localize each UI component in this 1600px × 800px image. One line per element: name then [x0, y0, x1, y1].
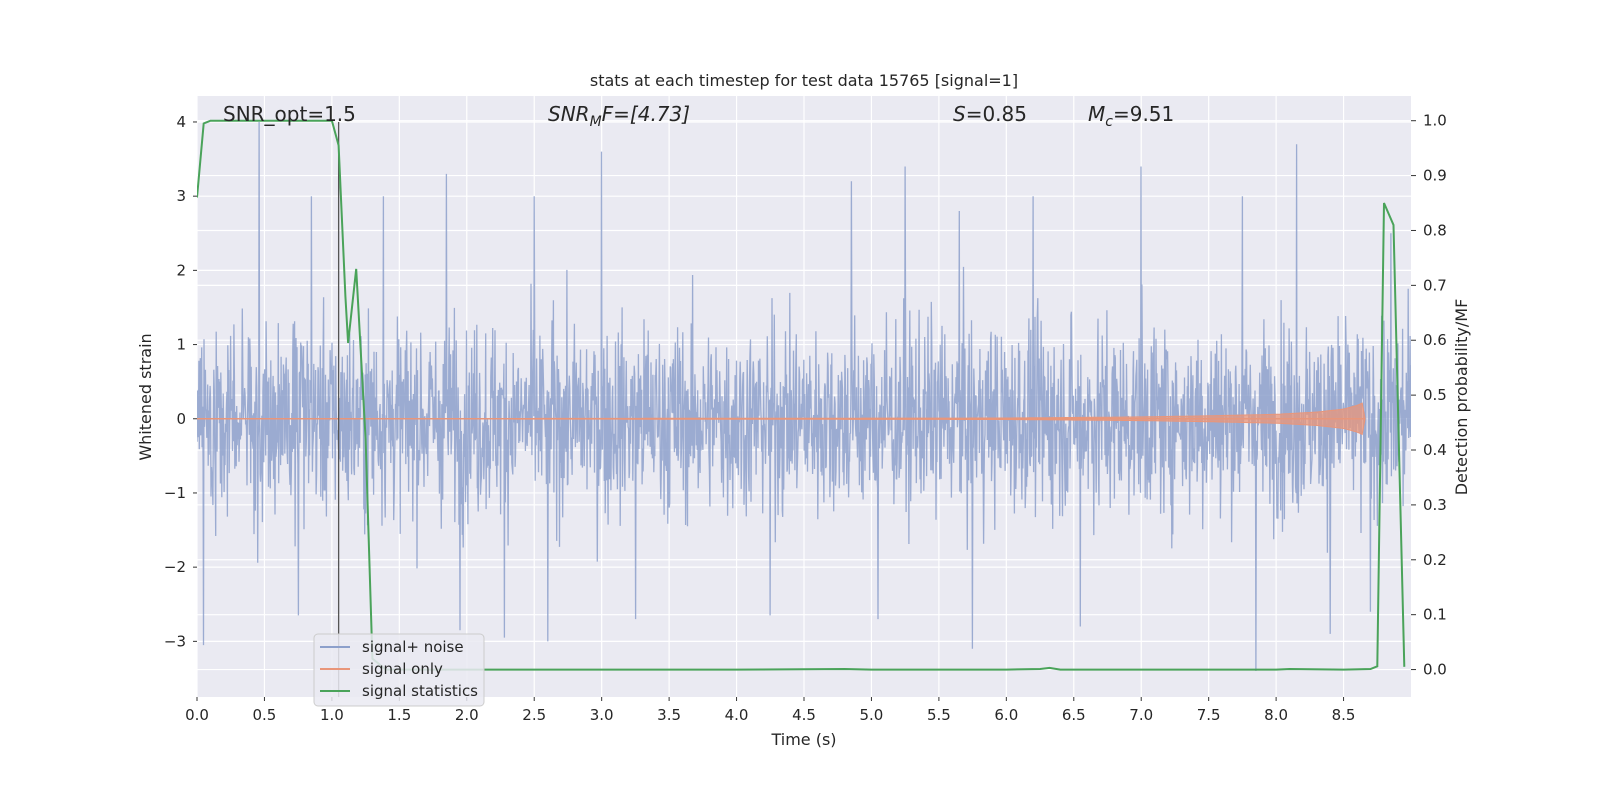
y-left-tick-label: 3	[176, 187, 186, 205]
y-right-tick-label: 0.3	[1423, 496, 1447, 514]
x-tick-label: 4.5	[792, 706, 816, 724]
y-right-tick-label: 1.0	[1423, 112, 1447, 130]
y-left-tick-label: 2	[176, 261, 186, 279]
annotation-mc-value: Mc=9.51	[1088, 102, 1174, 130]
x-tick-label: 5.5	[927, 706, 951, 724]
x-tick-label: 0.0	[185, 706, 209, 724]
series-signal-only	[197, 402, 1366, 436]
x-axis-ticks: 0.0 0.5 1.0 1.5 2.0 2.5 3.0 3.5 4.0 4.5 5.0 5.5 6.0 6…	[185, 697, 1355, 724]
y-left-tick-label: −3	[164, 632, 186, 650]
y-right-tick-label: 0.0	[1423, 661, 1447, 679]
y-left-tick-label: 1	[176, 336, 186, 354]
legend-label-signal-only: signal only	[362, 660, 443, 678]
y-left-tick-label: 4	[176, 113, 186, 131]
x-tick-label: 8.0	[1264, 706, 1288, 724]
y-left-axis-label: Whitened strain	[136, 333, 155, 460]
x-tick-label: 2.0	[455, 706, 479, 724]
x-tick-label: 0.5	[253, 706, 277, 724]
y-right-axis-label: Detection probability/MF	[1452, 299, 1471, 496]
annotation-s-value: S=0.85	[953, 102, 1027, 126]
y-right-tick-label: 0.9	[1423, 167, 1447, 185]
signal-noise-line	[197, 121, 1411, 672]
x-tick-label: 8.5	[1332, 706, 1356, 724]
y-left-tick-label: 0	[176, 410, 186, 428]
y-right-tick-label: 0.5	[1423, 386, 1447, 404]
chart-title: stats at each timestep for test data 157…	[590, 71, 1018, 90]
x-tick-label: 1.0	[320, 706, 344, 724]
y-right-tick-label: 0.8	[1423, 221, 1447, 239]
y-right-tick-label: 0.2	[1423, 551, 1447, 569]
x-tick-label: 7.0	[1129, 706, 1153, 724]
y-right-axis-ticks: 0.0 0.1 0.2 0.3 0.4 0.5 0.6 0.7 0.8 0.9 1.0	[1411, 112, 1447, 679]
x-tick-label: 6.5	[1062, 706, 1086, 724]
annotation-snr-opt: SNR_opt=1.5	[223, 102, 356, 126]
y-right-tick-label: 0.4	[1423, 441, 1447, 459]
x-tick-label: 4.0	[725, 706, 749, 724]
legend-label-signal-statistics: signal statistics	[362, 682, 478, 700]
series-signal-noise	[197, 121, 1411, 672]
y-left-tick-label: −1	[164, 484, 186, 502]
x-tick-label: 7.5	[1197, 706, 1221, 724]
series-signal-statistics	[197, 119, 1406, 671]
x-tick-label: 3.0	[590, 706, 614, 724]
x-tick-label: 2.5	[522, 706, 546, 724]
legend-box	[313, 633, 485, 707]
y-right-tick-label: 0.1	[1423, 606, 1447, 624]
x-tick-label: 1.5	[387, 706, 411, 724]
legend: signal+ noise signal only signal statist…	[313, 633, 485, 707]
signal-statistics-line	[197, 119, 1406, 671]
x-tick-label: 6.0	[994, 706, 1018, 724]
y-left-axis-ticks: −3 −2 −1 0 1 2 3 4	[164, 113, 197, 650]
x-axis-label: Time (s)	[770, 730, 836, 749]
x-tick-label: 3.5	[657, 706, 681, 724]
y-left-tick-label: −2	[164, 558, 186, 576]
legend-label-signal-noise: signal+ noise	[362, 638, 464, 656]
annotation-snr-mf: SNRMF=[4.73]	[548, 102, 690, 130]
y-right-tick-label: 0.7	[1423, 276, 1447, 294]
x-tick-label: 5.0	[860, 706, 884, 724]
y-right-tick-label: 0.6	[1423, 331, 1447, 349]
